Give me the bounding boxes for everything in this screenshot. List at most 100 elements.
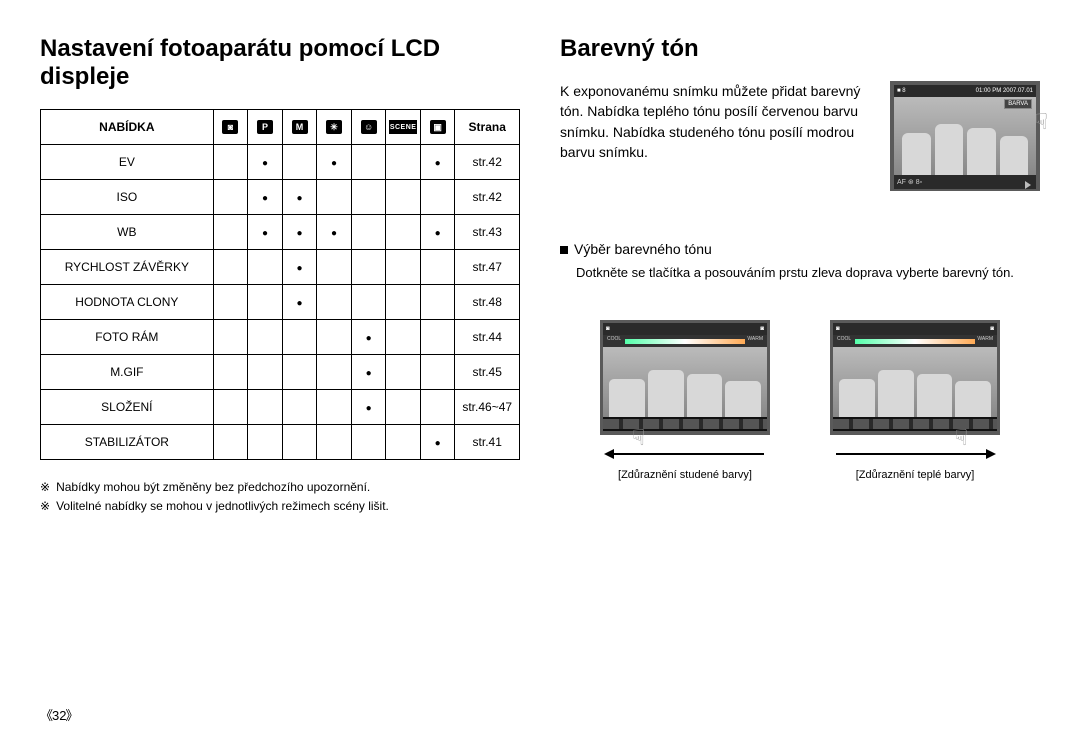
- mode-cell: [420, 285, 455, 320]
- mode-cell: [317, 355, 352, 390]
- lcd-status: AF ⊛ 8▫: [897, 178, 922, 186]
- mode-cell: [282, 425, 317, 460]
- arrow-right-icon: [836, 453, 994, 455]
- mode-auto-icon: ◙: [213, 110, 248, 145]
- mode-cell: [420, 145, 455, 180]
- mode-cell: [213, 145, 248, 180]
- note-symbol: ※: [40, 497, 50, 516]
- mode-cell: [248, 180, 283, 215]
- mode-cell: [351, 320, 386, 355]
- row-page: str.41: [455, 425, 520, 460]
- mode-cell: [420, 355, 455, 390]
- mode-cell: [386, 250, 421, 285]
- mode-cell: [351, 425, 386, 460]
- mode-cell: [213, 320, 248, 355]
- mode-cell: [351, 355, 386, 390]
- mode-cell: [282, 390, 317, 425]
- row-label: WB: [41, 215, 214, 250]
- mode-cell: [213, 215, 248, 250]
- mode-cell: [420, 390, 455, 425]
- mode-cell: [420, 320, 455, 355]
- lcd-demo-cold: ◙◙ COOL WARM: [600, 320, 770, 435]
- mode-cell: [351, 215, 386, 250]
- mode-cell: [386, 145, 421, 180]
- mode-cell: [317, 425, 352, 460]
- row-label: ISO: [41, 180, 214, 215]
- mode-cell: [317, 180, 352, 215]
- slider-warm-label: WARM: [977, 336, 993, 342]
- caption-warm: [Zdůraznění teplé barvy]: [830, 469, 1000, 481]
- section-desc: Dotkněte se tlačítka a posouváním prstu …: [576, 265, 1040, 280]
- mode-cell: [420, 180, 455, 215]
- mode-cell: [386, 285, 421, 320]
- row-page: str.43: [455, 215, 520, 250]
- mode-portrait-icon: ☺: [351, 110, 386, 145]
- mode-cell: [248, 390, 283, 425]
- mode-cell: [317, 250, 352, 285]
- lcd-topbar-left: ■ 8: [897, 88, 906, 94]
- arrow-left-icon: [606, 453, 764, 455]
- lcd-demo-warm: ◙◙ COOL WARM: [830, 320, 1000, 435]
- row-page: str.45: [455, 355, 520, 390]
- note-symbol: ※: [40, 478, 50, 497]
- row-label: EV: [41, 145, 214, 180]
- mode-cell: [386, 355, 421, 390]
- mode-cell: [213, 355, 248, 390]
- mode-cell: [248, 250, 283, 285]
- mode-cell: [317, 145, 352, 180]
- mode-cell: [248, 285, 283, 320]
- row-page: str.47: [455, 250, 520, 285]
- left-title: Nastavení fotoaparátu pomocí LCD displej…: [40, 35, 520, 91]
- row-label: SLOŽENÍ: [41, 390, 214, 425]
- row-page: str.46~47: [455, 390, 520, 425]
- mode-cell: [420, 425, 455, 460]
- mode-cell: [213, 180, 248, 215]
- mode-cell: [386, 215, 421, 250]
- mode-cell: [317, 285, 352, 320]
- mode-cell: [386, 425, 421, 460]
- page-number: 32: [40, 705, 79, 724]
- mode-cell: [317, 215, 352, 250]
- mode-cell: [420, 215, 455, 250]
- mode-cell: [351, 285, 386, 320]
- mode-cell: [282, 215, 317, 250]
- mode-cell: [282, 285, 317, 320]
- mode-cell: [317, 320, 352, 355]
- mode-cell: [386, 320, 421, 355]
- mode-cell: [282, 320, 317, 355]
- row-page: str.48: [455, 285, 520, 320]
- mode-cell: [351, 390, 386, 425]
- mode-asr-icon: ✳: [317, 110, 352, 145]
- row-page: str.42: [455, 145, 520, 180]
- note-2: Volitelné nabídky se mohou v jednotlivýc…: [56, 497, 389, 516]
- mode-cell: [351, 145, 386, 180]
- row-page: str.44: [455, 320, 520, 355]
- mode-movie-icon: ▣: [420, 110, 455, 145]
- mode-cell: [282, 180, 317, 215]
- note-1: Nabídky mohou být změněny bez předchozíh…: [56, 478, 370, 497]
- section-label: Výběr barevného tónu: [560, 241, 1040, 257]
- mode-cell: [282, 250, 317, 285]
- mode-scene-icon: SCENE: [386, 110, 421, 145]
- mode-cell: [248, 145, 283, 180]
- th-page: Strana: [455, 110, 520, 145]
- row-label: M.GIF: [41, 355, 214, 390]
- feature-table: NABÍDKA ◙ P M ✳ ☺ SCENE ▣ Strana EVstr.4…: [40, 109, 520, 460]
- row-label: STABILIZÁTOR: [41, 425, 214, 460]
- mode-program-icon: P: [248, 110, 283, 145]
- mode-cell: [351, 180, 386, 215]
- notes: ※ Nabídky mohou být změněny bez předchozí…: [40, 478, 520, 516]
- lcd-preview: ■ 8 01:00 PM 2007.07.01 AF ⊛ 8▫ BARVA: [890, 81, 1040, 191]
- mode-cell: [420, 250, 455, 285]
- mode-cell: [248, 355, 283, 390]
- mode-cell: [248, 320, 283, 355]
- slider-cool-label: COOL: [837, 336, 851, 342]
- mode-cell: [386, 390, 421, 425]
- mode-cell: [282, 355, 317, 390]
- mode-cell: [386, 180, 421, 215]
- mode-cell: [213, 425, 248, 460]
- row-page: str.42: [455, 180, 520, 215]
- lcd-badge: BARVA: [1004, 99, 1032, 109]
- slider-warm-label: WARM: [747, 336, 763, 342]
- intro-text: K exponovanému snímku můžete přidat bare…: [560, 81, 874, 162]
